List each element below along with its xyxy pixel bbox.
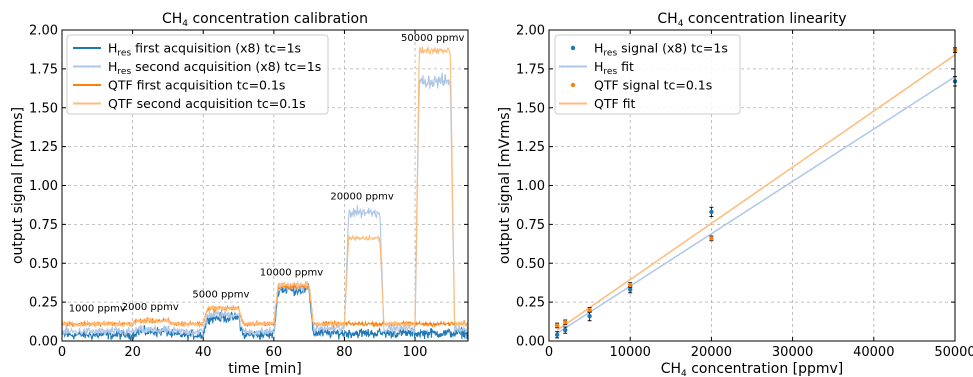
left-chart-title-sub: 4 <box>182 19 188 29</box>
y-tick-label: 0.25 <box>29 296 58 311</box>
data-point-1 <box>709 236 714 241</box>
left-chart-title: CH4 concentration calibration <box>162 11 368 29</box>
data-point-1 <box>563 320 568 325</box>
legend-entry-sub: res <box>117 49 131 59</box>
y-tick-label: 0.50 <box>29 257 58 272</box>
x-tick-label: 60 <box>266 345 283 360</box>
y-tick-label: 0.00 <box>516 335 545 350</box>
x-tick-label: 20000 <box>691 345 732 360</box>
data-point-1 <box>587 307 592 313</box>
legend-entry-main: H <box>594 59 603 74</box>
right-x-axis-label-rest: concentration [ppmv] <box>687 361 843 377</box>
x-tick-label: 80 <box>336 345 353 360</box>
legend-entry-rest: signal (x8) tc=1s <box>617 41 728 56</box>
legend-entry-main: H <box>108 59 117 74</box>
legend-entry: QTF fit <box>594 96 636 111</box>
right-x-axis-label-sub: 4 <box>681 369 687 377</box>
concentration-annotation: 2000 ppmv <box>122 302 179 313</box>
y-tick-label: 1.00 <box>516 179 545 194</box>
data-point-1 <box>554 323 560 328</box>
data-point-0 <box>554 332 560 337</box>
legend-entry: Hres first acquisition (x8) tc=1s <box>108 41 301 59</box>
x-tick-label: 40 <box>195 345 212 360</box>
axes-frame <box>61 29 469 342</box>
legend-entry: Hres fit <box>594 59 634 77</box>
y-tick-label: 0.50 <box>516 257 545 272</box>
x-tick-label: 100 <box>403 345 428 360</box>
y-tick-label: 0.75 <box>29 218 58 233</box>
legend-entry-main: H <box>108 41 117 56</box>
legend-entry-main: QTF signal tc=0.1s <box>594 78 712 93</box>
data-point-0 <box>628 287 633 292</box>
left-chart-title-main: CH <box>162 11 182 27</box>
series-line-3 <box>62 45 468 329</box>
concentration-annotation: 5000 ppmv <box>192 289 249 300</box>
concentration-annotation: 50000 ppmv <box>401 33 464 44</box>
y-tick-label: 1.00 <box>29 179 58 194</box>
y-tick-label: 0.25 <box>516 296 545 311</box>
legend-entry-main: H <box>594 41 603 56</box>
left-chart-title-rest: concentration calibration <box>188 11 368 27</box>
x-tick-label: 30000 <box>772 345 813 360</box>
fit-line-1 <box>556 54 956 331</box>
data-point-0 <box>709 209 714 215</box>
right-chart-title: CH4 concentration linearity <box>657 11 846 29</box>
y-tick-label: 1.75 <box>29 62 58 77</box>
legend-box <box>66 34 329 115</box>
legend-marker <box>570 82 576 88</box>
concentration-annotation: 10000 ppmv <box>260 268 323 279</box>
right-chart-title-rest: concentration linearity <box>683 11 846 27</box>
axes-frame <box>548 29 956 342</box>
x-tick-label: 40000 <box>853 345 894 360</box>
y-tick-label: 1.75 <box>516 62 545 77</box>
data-point-1 <box>628 282 633 288</box>
x-tick-label: 0 <box>58 345 66 360</box>
legend-entry-main: QTF fit <box>594 96 636 111</box>
y-tick-label: 1.25 <box>516 140 545 155</box>
left-y-axis-label: output signal [mVrms] <box>10 107 26 264</box>
legend-entry: Hres second acquisition (x8) tc=1s <box>108 59 321 77</box>
data-point-0 <box>587 313 592 319</box>
legend-entry: QTF first acquisition tc=0.1s <box>108 78 285 93</box>
legend-entry: QTF signal tc=0.1s <box>594 78 712 93</box>
x-tick-label: 50000 <box>934 345 973 360</box>
y-tick-label: 1.25 <box>29 140 58 155</box>
legend-entry-sub: res <box>117 67 131 77</box>
legend-entry: Hres signal (x8) tc=1s <box>594 41 728 59</box>
right-chart-title-sub: 4 <box>678 19 684 29</box>
y-tick-label: 1.50 <box>29 101 58 116</box>
legend-entry-sub: res <box>603 49 617 59</box>
concentration-annotation: 1000 ppmv <box>69 303 126 314</box>
legend-marker <box>570 45 576 51</box>
right-chart-title-main: CH <box>657 11 677 27</box>
legend-entry-main: QTF second acquisition tc=0.1s <box>108 96 306 111</box>
legend-box <box>554 34 741 115</box>
y-tick-label: 2.00 <box>29 24 58 39</box>
concentration-annotation: 20000 ppmv <box>330 191 393 202</box>
legend-entry: QTF second acquisition tc=0.1s <box>108 96 306 111</box>
y-tick-label: 0.75 <box>516 218 545 233</box>
x-tick-label: 20 <box>124 345 141 360</box>
data-point-0 <box>563 327 568 333</box>
fit-line-0 <box>556 76 956 334</box>
legend-entry-sub: res <box>603 67 617 77</box>
y-tick-label: 2.00 <box>516 24 545 39</box>
x-tick-label: 0 <box>545 345 553 360</box>
y-tick-label: 0.00 <box>29 335 58 350</box>
legend-entry-rest: fit <box>617 59 634 74</box>
left-x-axis-label: time [min] <box>228 361 301 377</box>
x-tick-label: 10000 <box>610 345 651 360</box>
right-y-axis-label: output signal [mVrms] <box>497 107 513 264</box>
right-x-axis-label-main: CH <box>661 361 681 377</box>
right-x-axis-label: CH4 concentration [ppmv] <box>661 361 844 377</box>
legend-entry-rest: second acquisition (x8) tc=1s <box>131 59 321 74</box>
legend-entry-rest: first acquisition (x8) tc=1s <box>131 41 301 56</box>
series-line-1 <box>62 72 468 337</box>
legend-entry-main: QTF first acquisition tc=0.1s <box>108 78 285 93</box>
y-tick-label: 1.50 <box>516 101 545 116</box>
